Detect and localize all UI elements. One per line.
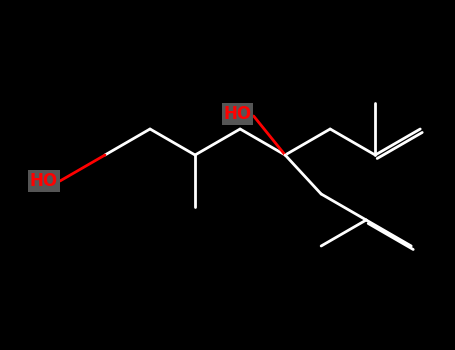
Text: HO: HO xyxy=(30,172,58,190)
Text: HO: HO xyxy=(223,105,252,123)
